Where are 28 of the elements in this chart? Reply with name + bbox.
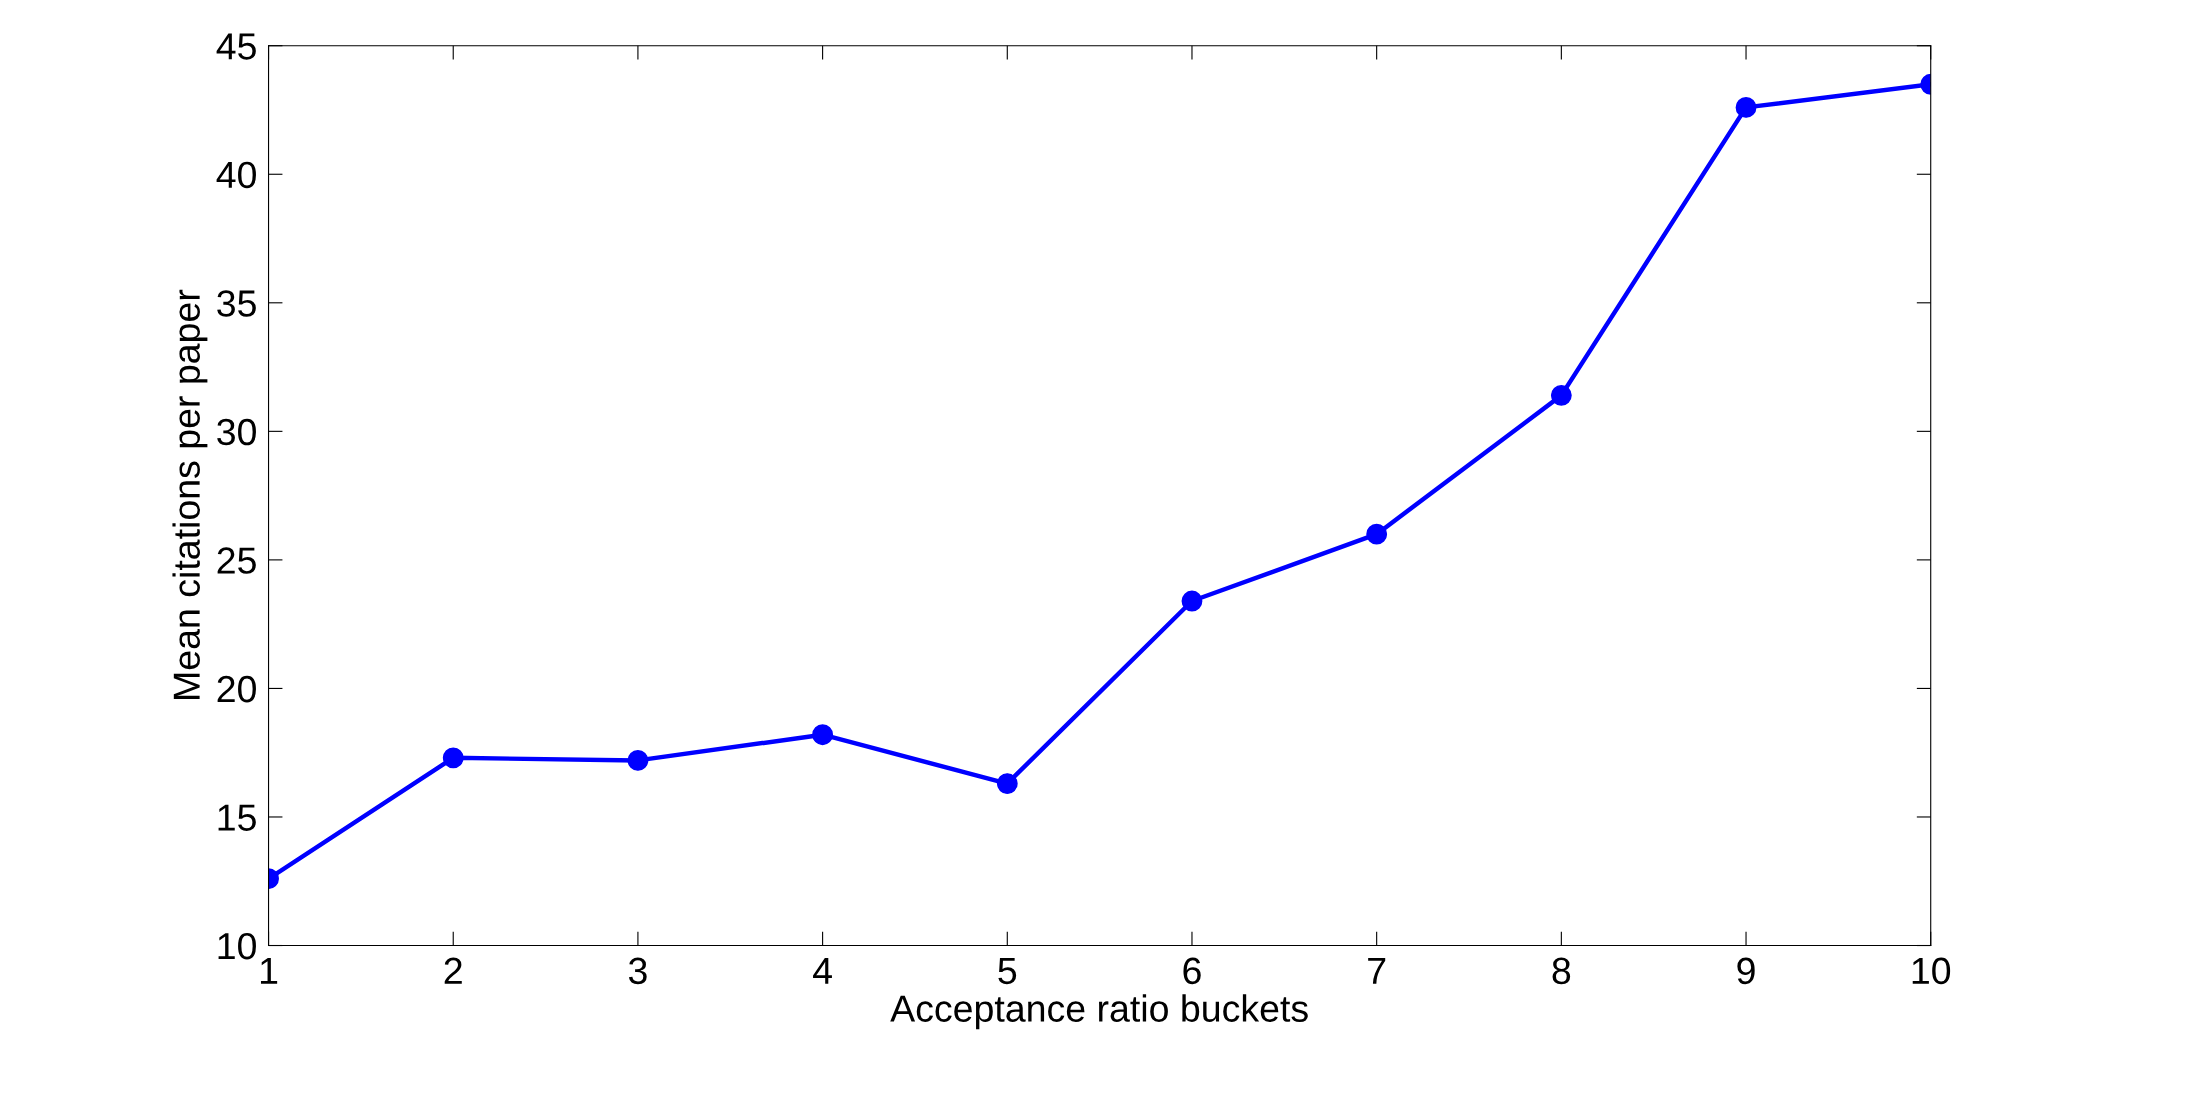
point <box>1735 96 1757 118</box>
y-tick-label: 35 <box>217 290 256 317</box>
x-tick-label: 7 <box>1368 958 1386 984</box>
point <box>1181 590 1203 612</box>
y-tick-label: 45 <box>216 33 256 60</box>
point <box>1366 523 1388 545</box>
point <box>1550 384 1572 406</box>
x-tick-label: 10 <box>1912 957 1951 985</box>
x-tick-label: 5 <box>998 958 1017 985</box>
point <box>812 724 834 746</box>
x-tick-label: 6 <box>1183 957 1201 985</box>
x-tick-label: 3 <box>628 957 647 985</box>
x-tick-label: 8 <box>1552 957 1571 985</box>
y-tick-label: 40 <box>216 161 256 189</box>
x-tick-label: 4 <box>813 958 832 984</box>
y-tick-label: 25 <box>217 547 256 574</box>
x-tick-label: 1 <box>260 958 278 984</box>
y-tick-label: 20 <box>217 675 256 703</box>
y-axis-title: Mean citations per paper <box>172 289 208 699</box>
x-axis-title: Acceptance ratio buckets <box>890 994 1308 1030</box>
y-tick-label: 30 <box>217 418 256 446</box>
point <box>442 747 464 769</box>
point <box>996 773 1018 794</box>
x-tick-label: 2 <box>444 957 462 984</box>
point <box>627 749 649 771</box>
x-tick-label: 9 <box>1737 957 1755 985</box>
y-tick-label: 15 <box>218 804 256 831</box>
y-tick-label: 10 <box>218 932 256 960</box>
